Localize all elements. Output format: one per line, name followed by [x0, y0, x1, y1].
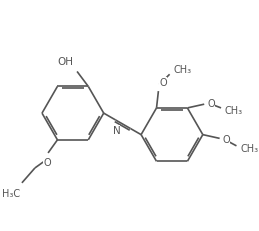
Text: H₃C: H₃C: [2, 189, 20, 199]
Text: O: O: [159, 78, 167, 88]
Text: CH₃: CH₃: [173, 64, 191, 74]
Text: CH₃: CH₃: [225, 105, 243, 115]
Text: O: O: [43, 157, 51, 167]
Text: CH₃: CH₃: [240, 143, 258, 153]
Text: OH: OH: [57, 57, 73, 67]
Text: O: O: [207, 99, 215, 109]
Text: N: N: [113, 125, 120, 135]
Text: O: O: [222, 135, 230, 145]
